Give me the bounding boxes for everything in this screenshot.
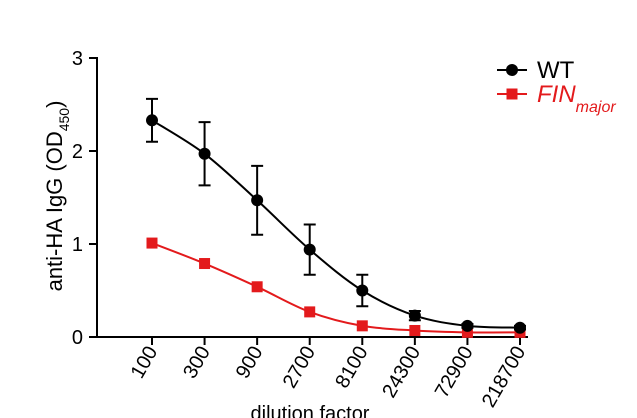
data-point xyxy=(146,237,158,249)
legend-label: FINmajor xyxy=(537,81,616,116)
legend-label-sub: major xyxy=(576,99,617,116)
y-axis-label: anti-HA IgG (OD450) xyxy=(42,101,72,292)
legend-marker xyxy=(506,88,518,100)
x-tick-label: 72900 xyxy=(431,343,478,402)
x-tick-label: 300 xyxy=(179,343,215,383)
data-point xyxy=(251,194,264,207)
y-axis: 0 1 2 3 xyxy=(72,48,98,349)
legend-label-main: FIN xyxy=(537,81,576,108)
y-axis-label-main: anti-HA IgG (OD xyxy=(42,131,67,291)
series-line xyxy=(151,242,521,334)
data-point xyxy=(409,324,421,336)
x-ticks: 100 300 900 2700 8100 24300 72900 218700 xyxy=(127,337,530,412)
data-point xyxy=(514,321,526,334)
x-tick-label: 100 xyxy=(127,343,163,383)
x-axis: 100 300 900 2700 8100 24300 72900 218700 xyxy=(96,336,530,412)
x-tick-label: 2700 xyxy=(279,343,320,393)
data-point xyxy=(461,326,473,338)
data-point xyxy=(304,306,316,318)
data-point xyxy=(199,258,211,270)
data-point xyxy=(251,281,263,293)
y-tick-label: 2 xyxy=(72,141,83,163)
data-point xyxy=(356,320,368,332)
data-point xyxy=(303,243,316,256)
legend-marker xyxy=(506,64,518,76)
data-point xyxy=(198,147,211,160)
data-point xyxy=(461,319,474,332)
series-line xyxy=(151,119,521,329)
series-layer xyxy=(146,97,526,338)
data-point xyxy=(408,309,421,322)
y-tick-label: 3 xyxy=(72,48,83,70)
x-tick-label: 900 xyxy=(232,343,268,383)
legend-label-main: WT xyxy=(537,57,575,84)
y-axis-label-sub: 450 xyxy=(56,108,72,132)
y-tick-label: 1 xyxy=(72,234,83,256)
data-point xyxy=(356,284,369,297)
y-tick-label: 0 xyxy=(72,327,83,349)
data-point xyxy=(146,114,158,127)
x-tick-label: 24300 xyxy=(378,343,425,402)
x-tick-label: 218700 xyxy=(478,343,530,412)
y-ticks: 0 1 2 3 xyxy=(72,48,97,349)
x-tick-label: 8100 xyxy=(331,343,372,393)
x-axis-label: dilution factor xyxy=(251,403,370,418)
series-wt xyxy=(146,97,526,334)
legend-label: WT xyxy=(537,57,575,84)
y-axis-label-close: ) xyxy=(42,101,67,108)
